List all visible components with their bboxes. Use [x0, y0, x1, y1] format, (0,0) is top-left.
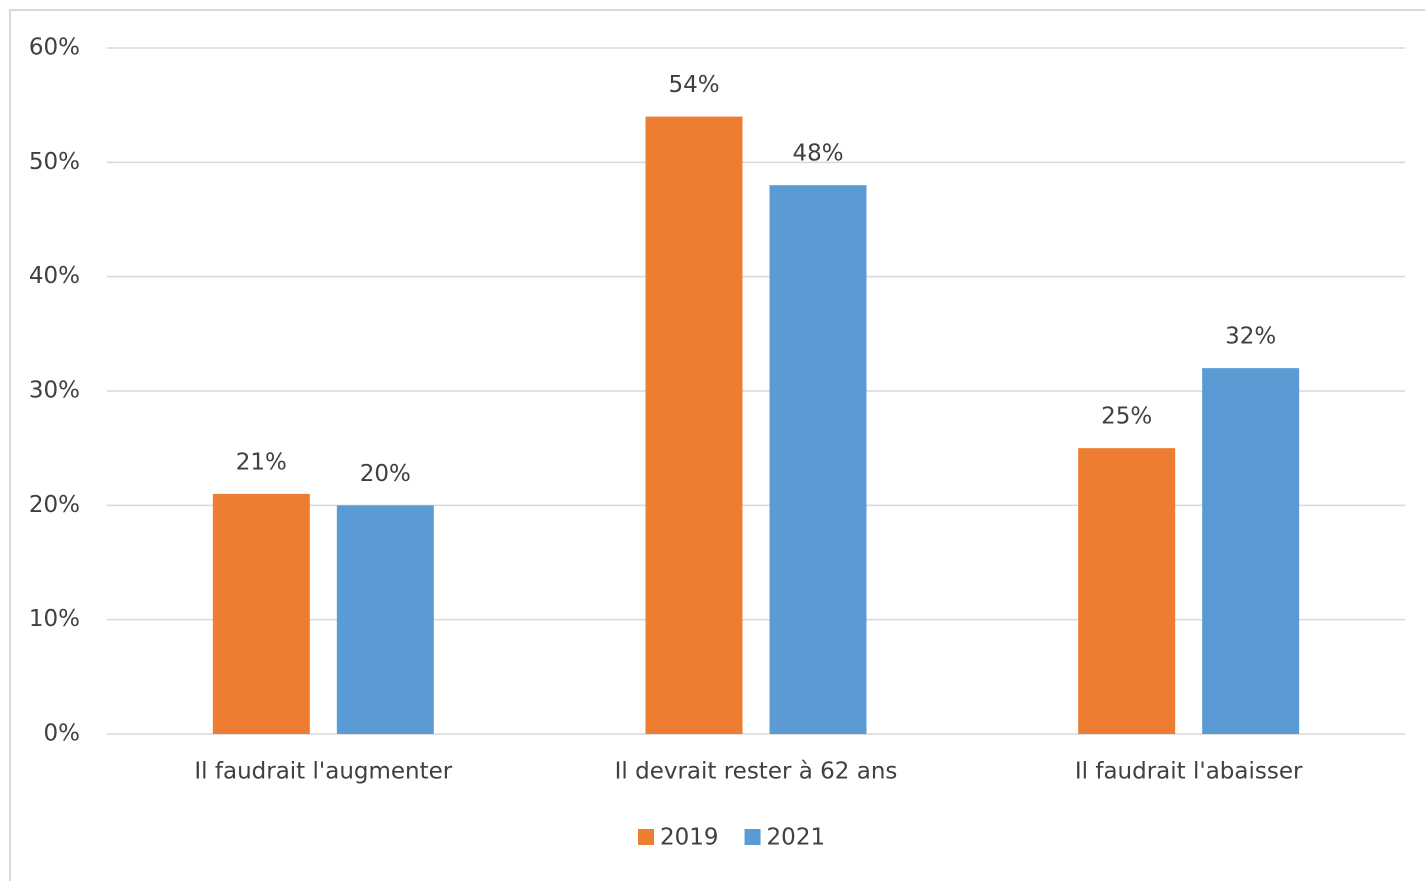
- legend-label: 2021: [767, 825, 826, 851]
- x-tick-label: Il faudrait l'abaisser: [1075, 759, 1303, 785]
- bar: [1202, 368, 1300, 734]
- chart-frame: [9, 9, 1425, 881]
- data-label: 21%: [236, 449, 287, 475]
- data-label: 32%: [1225, 324, 1276, 350]
- y-tick-label: 40%: [29, 263, 80, 289]
- bar: [769, 185, 867, 734]
- x-tick-label: Il devrait rester à 62 ans: [615, 759, 898, 785]
- y-tick-label: 30%: [29, 378, 80, 404]
- legend-swatch: [744, 829, 761, 845]
- y-tick-label: 50%: [29, 149, 80, 175]
- y-tick-label: 10%: [29, 606, 80, 632]
- bar: [1078, 448, 1176, 734]
- data-label: 48%: [792, 141, 843, 167]
- legend-swatch: [638, 829, 654, 845]
- y-tick-label: 0%: [44, 721, 81, 747]
- bar: [212, 493, 310, 734]
- data-label: 25%: [1101, 404, 1152, 430]
- data-label: 20%: [360, 461, 411, 487]
- x-tick-label: Il faudrait l'augmenter: [194, 759, 452, 785]
- bar: [336, 505, 434, 734]
- y-tick-label: 60%: [29, 35, 80, 61]
- data-label: 54%: [668, 72, 719, 98]
- legend-label: 2019: [660, 825, 719, 851]
- bar: [645, 116, 743, 735]
- y-tick-label: 20%: [29, 492, 80, 518]
